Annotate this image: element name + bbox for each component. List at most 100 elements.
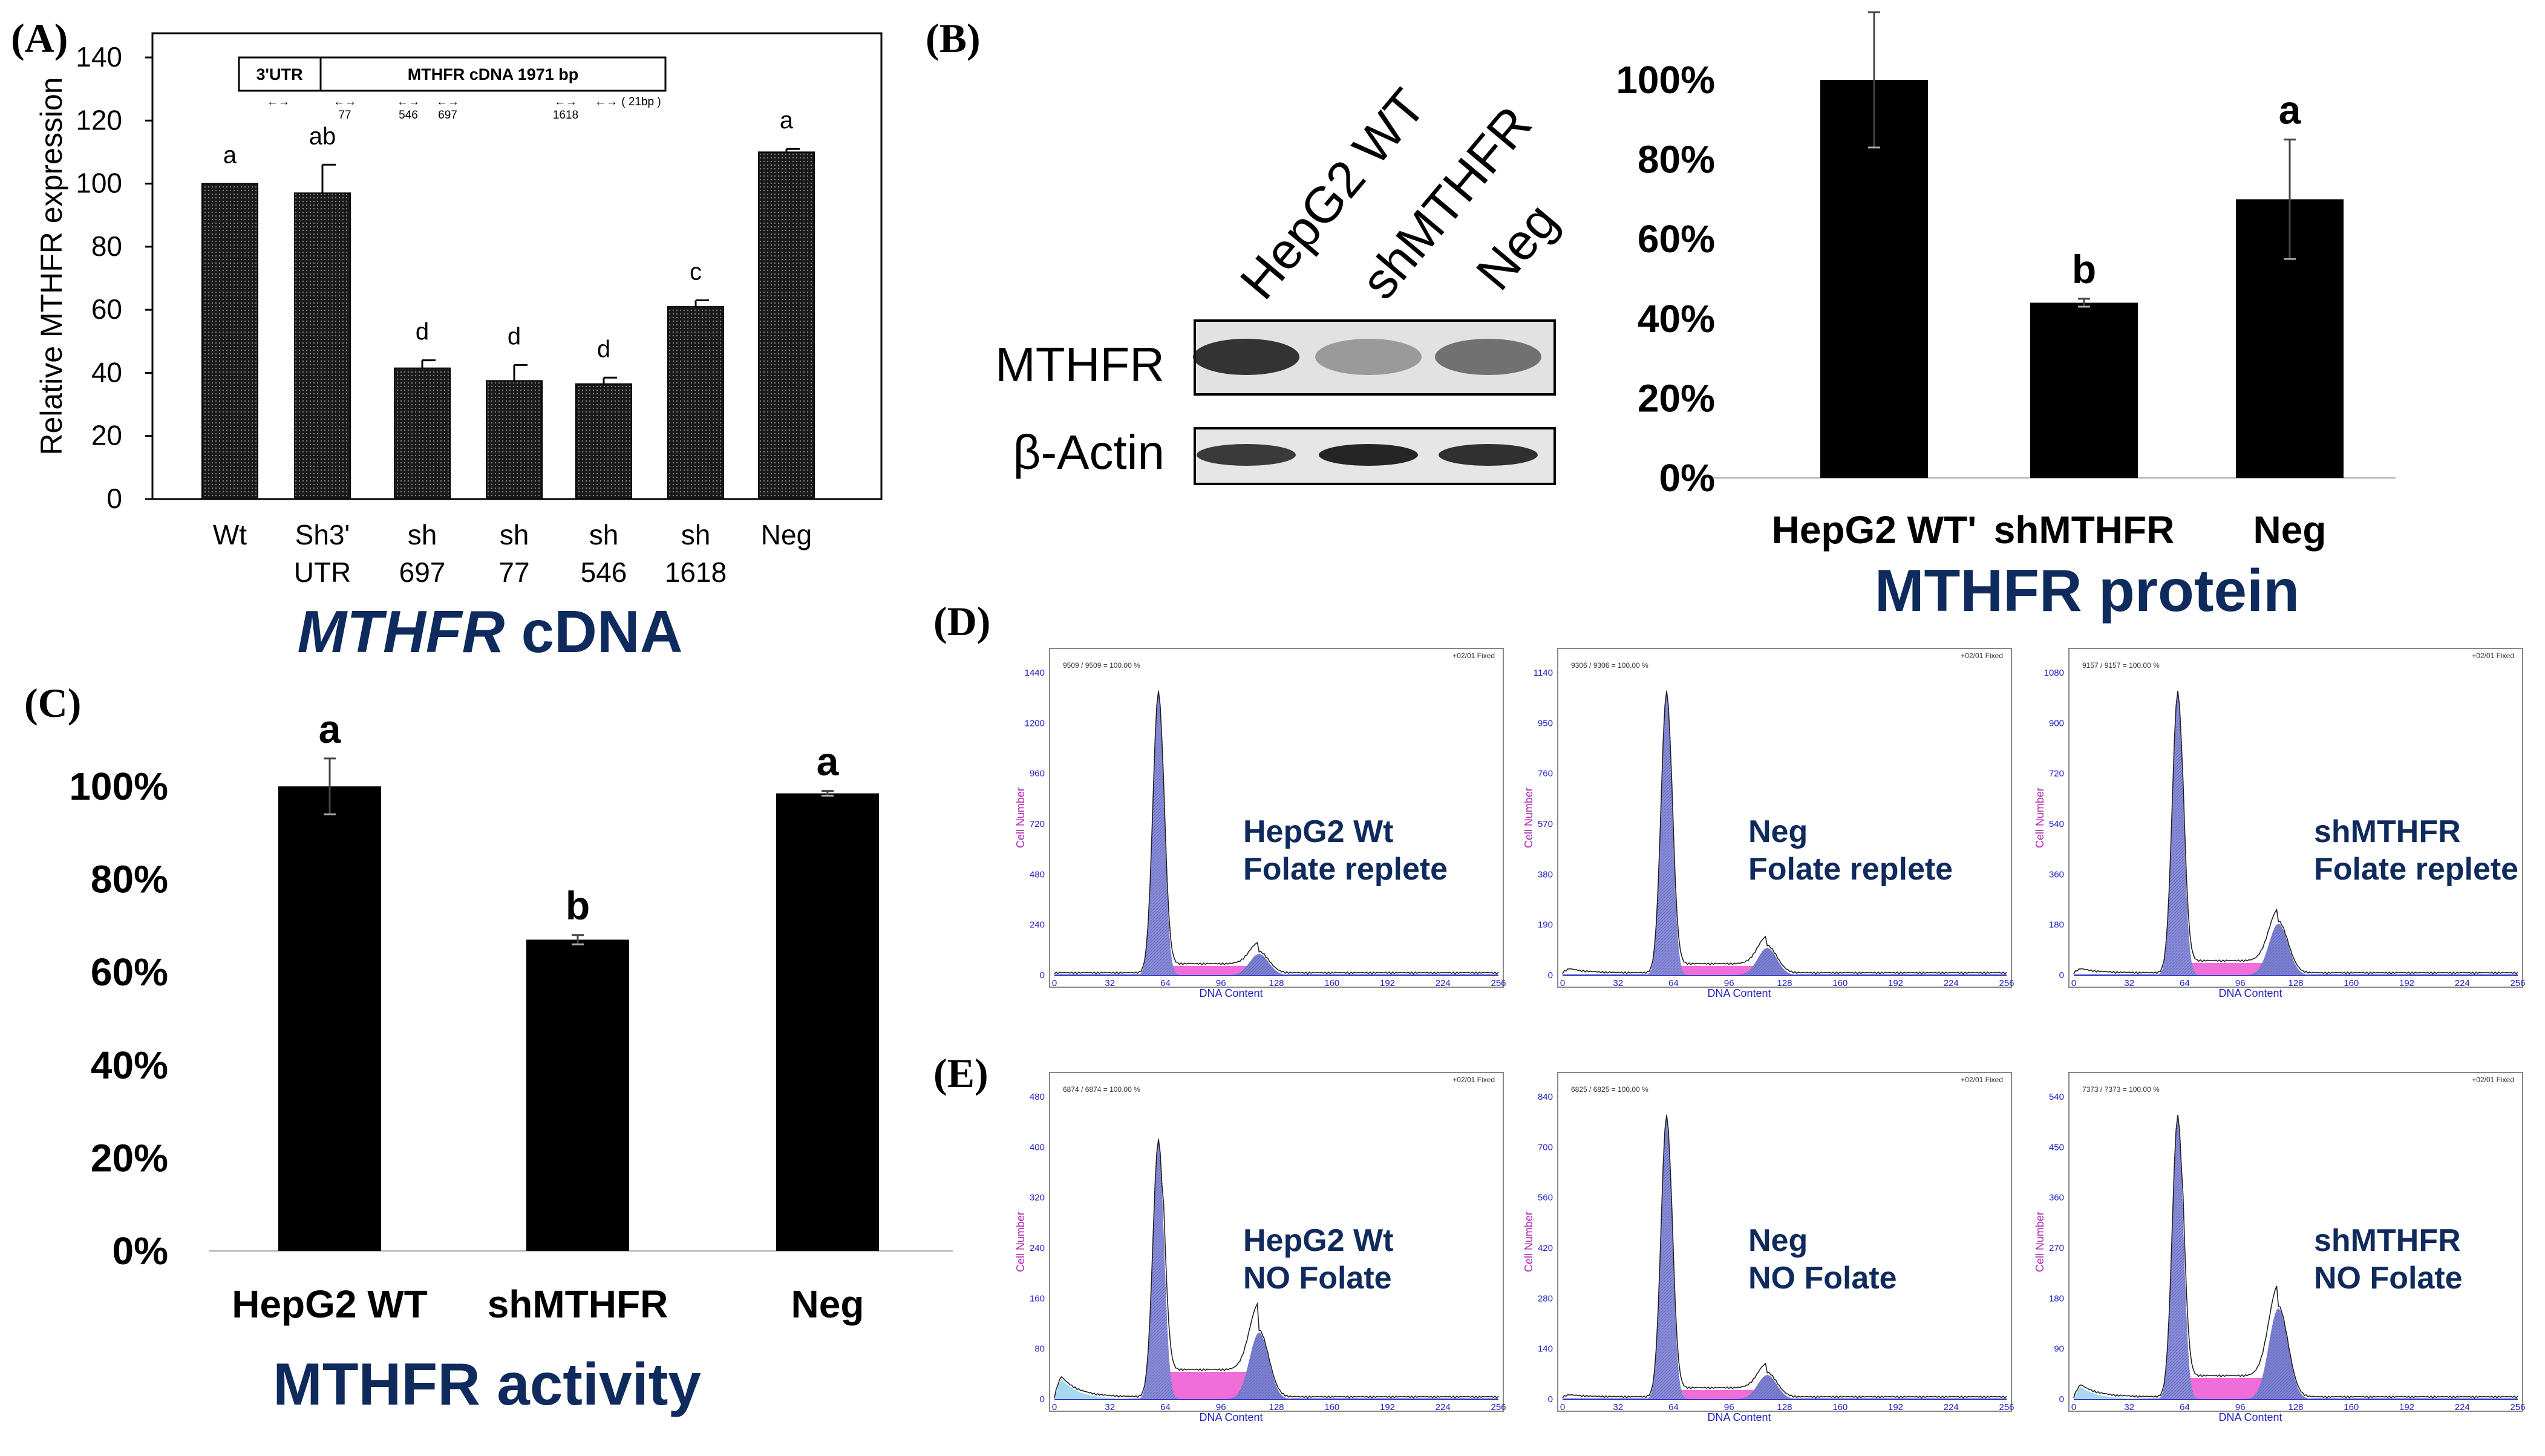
facs-ytick-label: 380 xyxy=(1538,869,1553,880)
facs-gate-stat: 9157 / 9157 = 100.00 % xyxy=(2082,661,2160,670)
panel-a-ytick-label: 60 xyxy=(91,293,122,325)
facs-xtick-label: 32 xyxy=(1105,978,1115,988)
panel-c-ytick-label: 20% xyxy=(91,1136,168,1180)
facs-xtick-label: 96 xyxy=(1724,1402,1734,1412)
panel-b-ytick-label: 0% xyxy=(1659,456,1716,500)
panel-b-significance: a xyxy=(2279,88,2302,132)
facs-label-line2: NO Folate xyxy=(2314,1261,2463,1296)
panel-b-ytick-label: 100% xyxy=(1616,58,1715,102)
facs-frame xyxy=(2068,648,2523,988)
facs-xtick-label: 32 xyxy=(2124,978,2134,988)
facs-frame xyxy=(1049,1072,1504,1412)
facs-panel-d2: 0 32 64 96 128 160 192 224 256 DNA Content 0 190 380… xyxy=(1523,648,2014,999)
facs-xtick-label: 64 xyxy=(2180,978,2190,988)
facs-xtick-label: 0 xyxy=(1052,1402,1057,1412)
panel-a-x-label: 546 xyxy=(581,557,627,588)
facs-x-axis-label: DNA Content xyxy=(1199,987,1263,999)
facs-ytick-label: 1200 xyxy=(1025,718,1045,728)
facs-ytick-label: 480 xyxy=(1030,1092,1045,1102)
panel-label-c: (C) xyxy=(24,680,81,726)
facs-frame xyxy=(1049,648,1504,988)
facs-debris-fill xyxy=(2074,1386,2518,1399)
facs-label-line2: Folate replete xyxy=(1748,852,1953,887)
facs-gate-stat: 9306 / 9306 = 100.00 % xyxy=(1571,661,1648,670)
panel-a-significance: ab xyxy=(309,123,336,149)
facs-frame xyxy=(1557,1072,2012,1412)
facs-histogram-line xyxy=(2073,690,2518,975)
facs-histogram-line xyxy=(1054,1138,1499,1399)
facs-ytick-label: 90 xyxy=(2054,1344,2064,1354)
panel-c-bars: a b a xyxy=(278,707,879,1251)
panel-a-y-ticks: 0 20 40 60 80 100 120 140 xyxy=(76,41,152,514)
facs-xtick-label: 160 xyxy=(1832,1402,1847,1412)
facs-xtick-label: 64 xyxy=(1668,1402,1679,1412)
facs-xtick-label: 256 xyxy=(1491,1402,1506,1412)
panel-a-caption-italic: MTHFR xyxy=(298,598,505,665)
facs-xtick-label: 96 xyxy=(1216,1402,1226,1412)
facs-label-line2: NO Folate xyxy=(1748,1261,1897,1296)
panel-a-significance: c xyxy=(690,259,702,286)
facs-corner-note: +02/01 Fixed xyxy=(2472,651,2514,660)
facs-xtick-label: 128 xyxy=(1269,978,1284,988)
facs-xtick-label: 0 xyxy=(2071,1402,2076,1412)
panel-a-bar xyxy=(575,383,632,500)
facs-ytick-label: 950 xyxy=(1538,718,1553,728)
facs-xtick-label: 160 xyxy=(1832,978,1847,988)
panel-c-ytick-label: 0% xyxy=(113,1229,169,1273)
facs-x-axis-label: DNA Content xyxy=(1707,987,1771,999)
facs-ytick-label: 1080 xyxy=(2044,668,2064,678)
facs-xtick-label: 96 xyxy=(1724,978,1734,988)
blot-band-mthfr xyxy=(1435,339,1541,375)
facs-ytick-label: 160 xyxy=(1030,1293,1045,1304)
facs-xtick-label: 192 xyxy=(1888,978,1903,988)
panel-a-ytick-label: 80 xyxy=(91,230,122,262)
panel-a-x-label: sh xyxy=(681,519,711,550)
facs-label-line1: shMTHFR xyxy=(2314,1223,2461,1258)
facs-xtick-label: 0 xyxy=(1052,978,1057,988)
facs-gate-stat: 6874 / 6874 = 100.00 % xyxy=(1063,1085,1140,1094)
facs-ytick-label: 270 xyxy=(2049,1243,2064,1253)
panel-a-ytick-label: 20 xyxy=(91,420,122,451)
facs-ytick-label: 320 xyxy=(1030,1193,1045,1203)
facs-xtick-label: 64 xyxy=(2180,1402,2190,1412)
blot-band-mthfr xyxy=(1193,339,1299,375)
facs-ytick-label: 700 xyxy=(1538,1142,1553,1152)
panel-label-d: (D) xyxy=(933,598,990,644)
facs-ytick-label: 180 xyxy=(2049,1293,2064,1304)
blot-band-actin xyxy=(1439,444,1538,466)
panel-b-bar xyxy=(2030,302,2138,478)
facs-frame xyxy=(2068,1072,2523,1412)
facs-xtick-label: 224 xyxy=(1944,978,1959,988)
facs-corner-note: +02/01 Fixed xyxy=(1961,1076,2003,1084)
blot-bands xyxy=(1193,339,1541,466)
facs-y-axis-label: Cell Number xyxy=(1014,788,1027,848)
construct-map: 3'UTR MTHFR cDNA 1971 bp ←→ ←→ ←→ ←→ ←→ … xyxy=(238,56,667,122)
facs-corner-note: +02/01 Fixed xyxy=(1452,651,1495,660)
blot-band-actin xyxy=(1319,444,1418,466)
facs-xtick-label: 128 xyxy=(1777,978,1792,988)
panel-c-ytick-label: 40% xyxy=(91,1043,168,1087)
facs-ytick-label: 400 xyxy=(1030,1142,1045,1152)
facs-ytick-label: 960 xyxy=(1030,769,1045,779)
panel-c-x-label: HepG2 WT xyxy=(232,1282,428,1326)
facs-xtick-label: 96 xyxy=(2235,978,2246,988)
panel-b-chart: 0% 20% 40% 60% 80% 100% a b a HepG2 WT' shMTHFR N… xyxy=(1616,0,2396,624)
facs-ytick-label: 720 xyxy=(1030,819,1045,829)
facs-xtick-label: 256 xyxy=(1999,1402,2014,1412)
facs-ytick-label: 140 xyxy=(1538,1344,1553,1354)
facs-label-line1: shMTHFR xyxy=(2314,814,2461,849)
panel-c-y-ticks: 0% 20% 40% 60% 80% 100% xyxy=(69,765,168,1273)
construct-arrow-697: ←→ xyxy=(436,96,459,108)
facs-ytick-label: 190 xyxy=(1538,920,1553,930)
panel-a-significance: a xyxy=(223,142,237,169)
facs-label-line2: NO Folate xyxy=(1243,1261,1392,1296)
blot-row-label-mthfr: MTHFR xyxy=(995,338,1165,391)
panel-a-x-label: sh xyxy=(589,519,619,550)
facs-xtick-label: 64 xyxy=(1160,978,1171,988)
facs-xtick-label: 256 xyxy=(2510,978,2525,988)
panel-a-x-label: UTR xyxy=(294,557,351,588)
panel-c-x-labels: HepG2 WT shMTHFR Neg xyxy=(232,1282,864,1326)
panel-a-bar xyxy=(294,192,351,500)
facs-panel-e1: 0 32 64 96 128 160 192 224 256 DNA Content 0 80 160 2… xyxy=(1014,1072,1506,1423)
